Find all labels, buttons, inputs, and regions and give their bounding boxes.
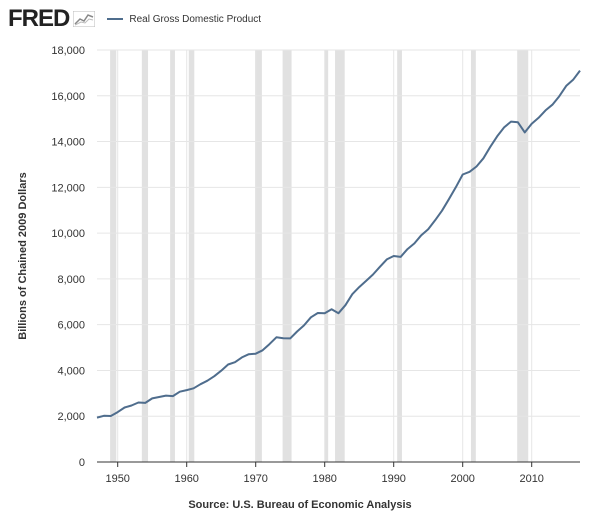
x-tick-label-5: 2000 [450,473,474,485]
recession-band-10 [517,50,529,462]
axes: 0 2,000 4,000 6,000 8,000 10,000 12,000 14,000 1… [51,45,580,485]
y-tick-label-8: 16,000 [51,91,85,103]
y-tick-label-9: 18,000 [51,45,85,57]
recession-band-6 [324,50,329,462]
legend-label: Real Gross Domestic Product [129,13,262,25]
y-tick-label-6: 12,000 [51,182,85,194]
recession-band-9 [470,50,476,462]
fred-logo[interactable]: FRED [8,5,70,32]
x-tick-label-4: 1990 [381,473,405,485]
y-axis-label: Billions of Chained 2009 Dollars [17,172,29,340]
x-tick-label-1: 1960 [174,473,198,485]
gridlines [97,49,580,463]
recession-band-4 [255,50,262,462]
series-line-0 [96,69,581,419]
x-tick-label-6: 2010 [519,473,543,485]
series-lines [96,69,581,419]
x-tick-label-0: 1950 [105,473,129,485]
recession-bands [110,50,529,462]
y-tick-label-3: 6,000 [57,320,85,332]
legend-swatch [107,18,124,20]
source-note: Source: U.S. Bureau of Economic Analysis [188,499,412,511]
y-tick-label-7: 14,000 [51,137,85,149]
chart-header: FRED Real Gross Domestic Product [8,6,261,32]
recession-band-0 [110,50,117,462]
x-tick-label-2: 1970 [243,473,267,485]
recession-band-3 [188,50,195,462]
y-tick-label-2: 4,000 [57,365,85,377]
line-chart-icon [73,11,96,27]
y-tick-label-0: 0 [79,457,85,469]
recession-band-5 [282,50,292,462]
y-tick-label-5: 10,000 [51,228,85,240]
recession-band-2 [170,50,175,462]
legend: Real Gross Domestic Product [107,14,261,25]
y-tick-label-1: 2,000 [57,411,85,423]
x-tick-label-3: 1980 [312,473,336,485]
y-tick-label-4: 8,000 [57,274,85,286]
recession-band-7 [335,50,345,462]
recession-band-1 [141,50,149,462]
